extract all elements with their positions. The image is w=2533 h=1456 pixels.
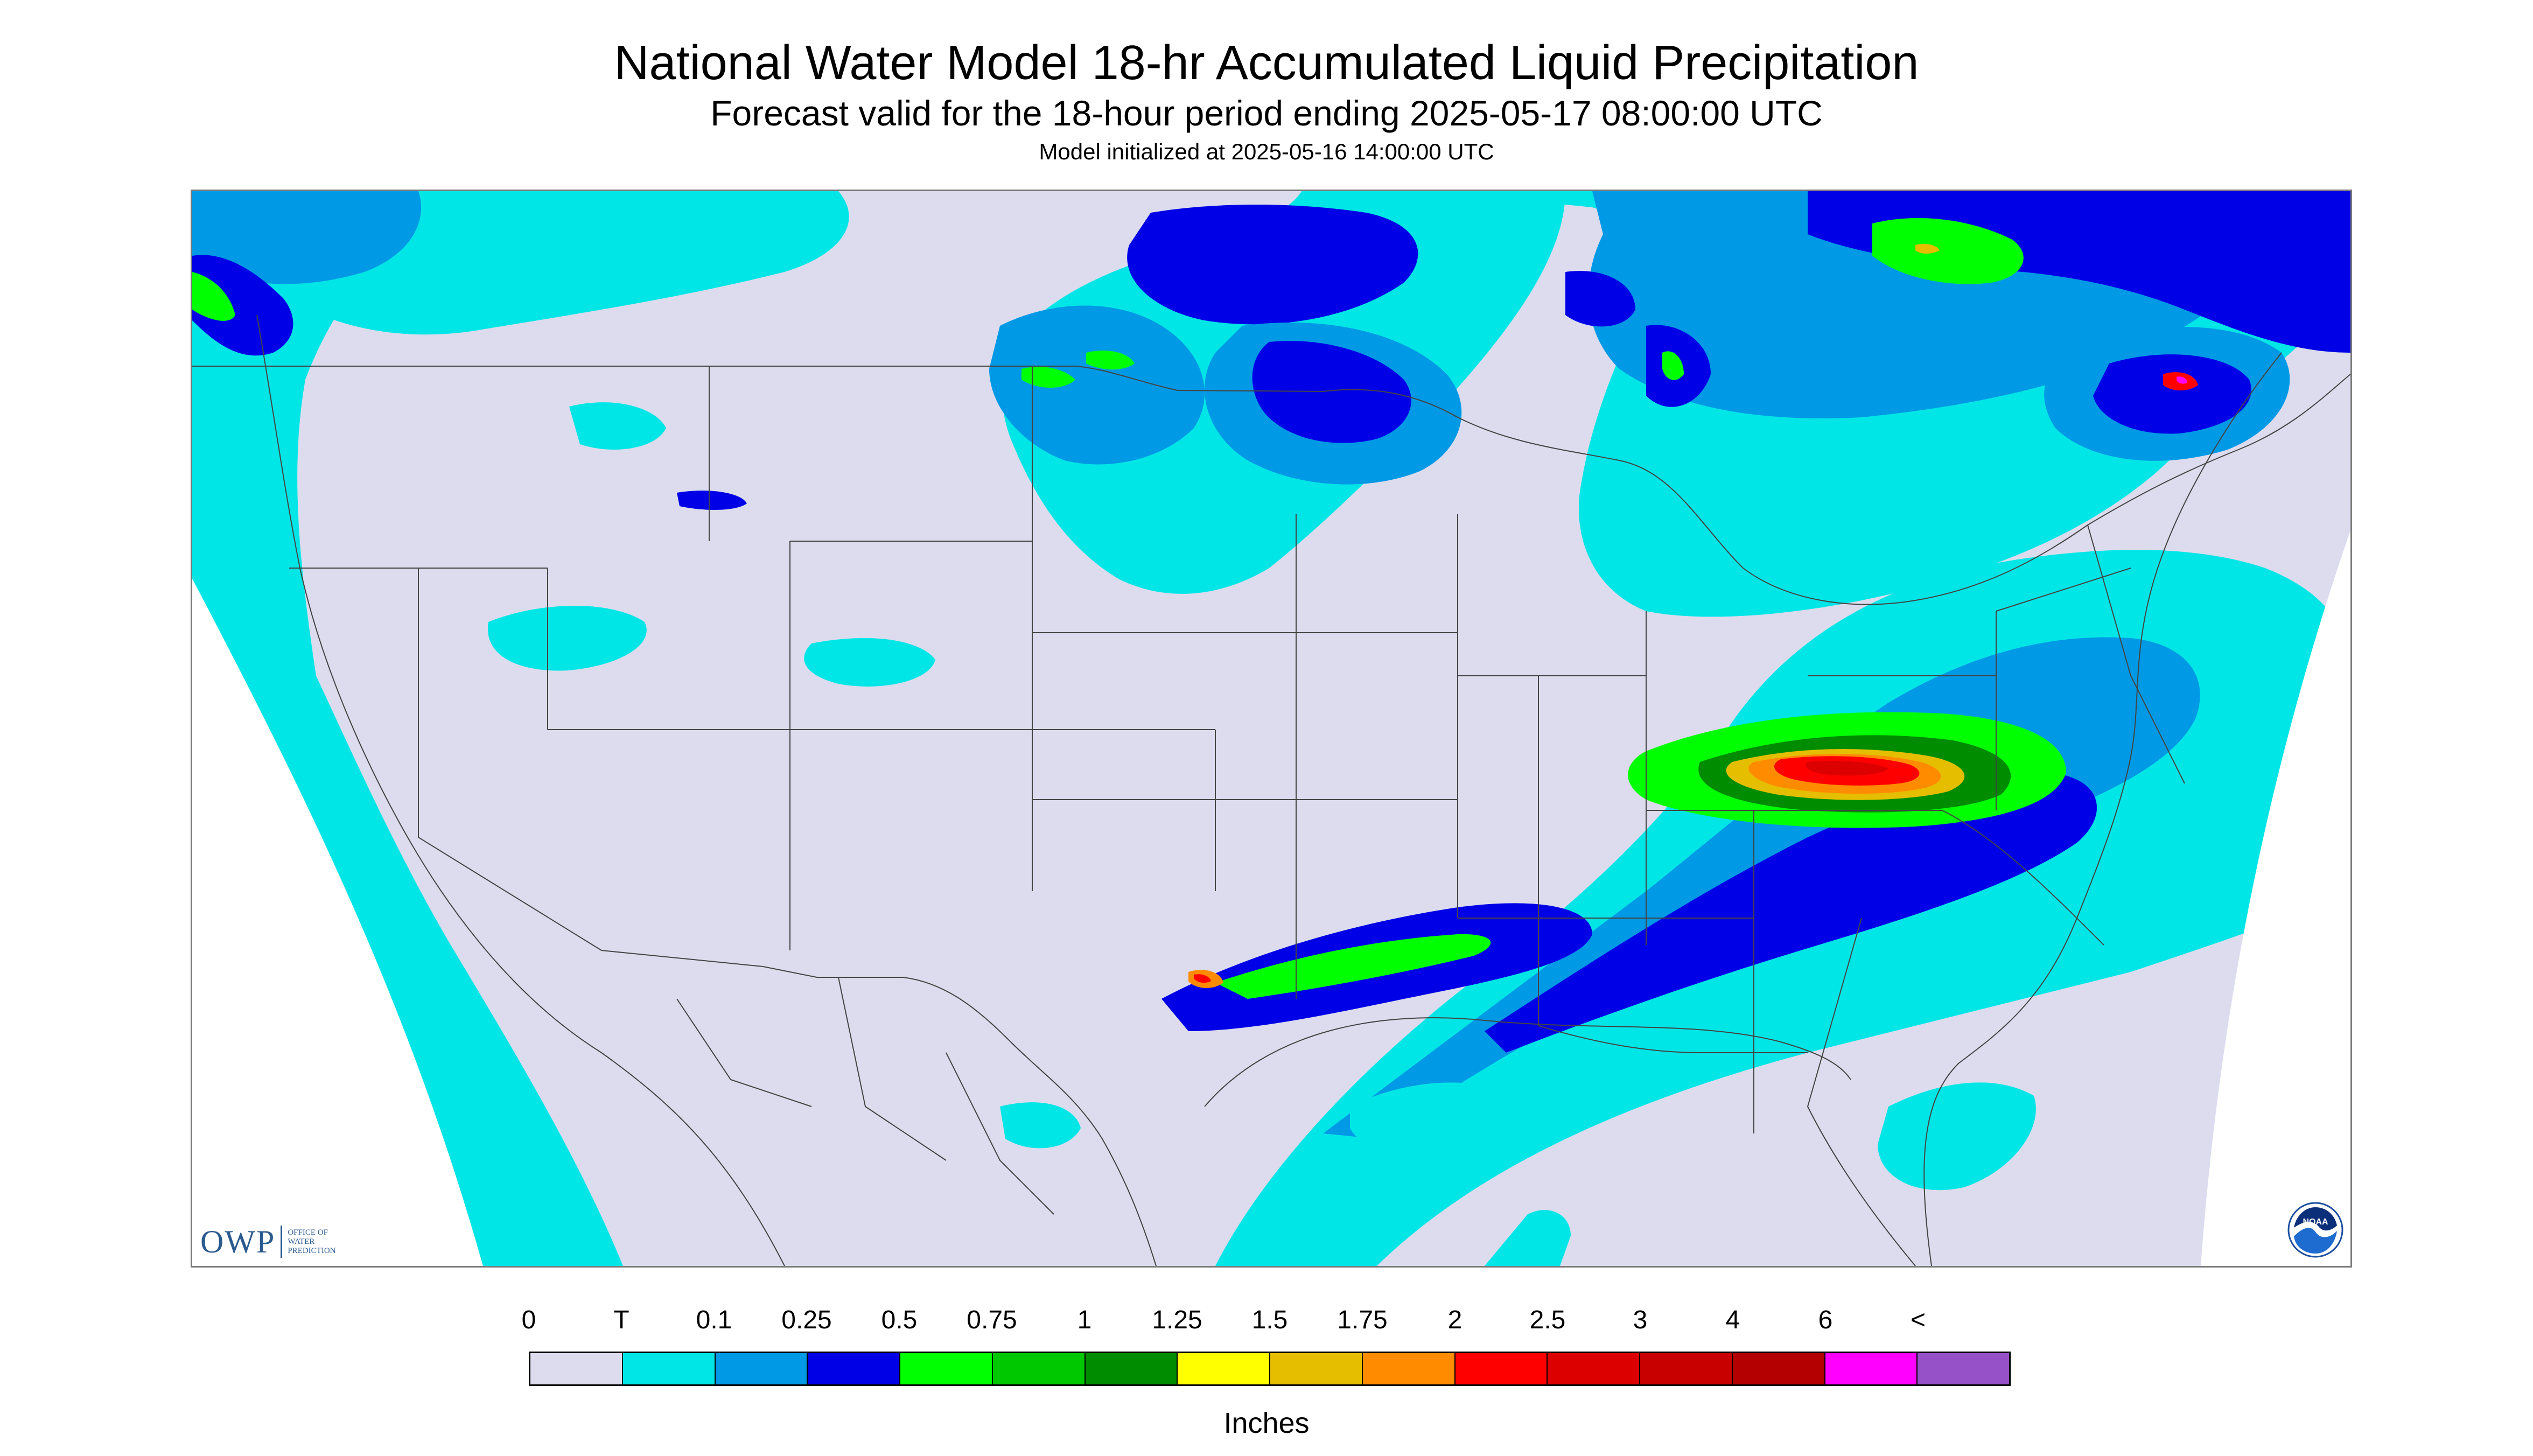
legend-label: 6 [1818, 1306, 1833, 1334]
coastline-east [1923, 352, 2282, 1266]
precip-region-gulf-coast [1350, 1082, 1517, 1159]
precip-region-pacific-northwest [192, 191, 422, 284]
precip-region-caribbean [1485, 1210, 1571, 1266]
precip-region-maine-magenta [2177, 376, 2187, 384]
map-boundaries [192, 314, 2350, 1266]
precip-region-north-dakota [1127, 205, 1418, 325]
noaa-logo-icon: NOAA [2287, 1202, 2343, 1258]
legend-label: 2.5 [1529, 1306, 1566, 1334]
precip-region-nevada [487, 606, 647, 671]
precip-region-colorado [804, 638, 935, 687]
precip-region-atlantic-offshore [1878, 1082, 2036, 1191]
legend-swatch [1548, 1353, 1640, 1384]
precip-region-virginia-dark-red [1806, 761, 1888, 776]
legend-label: 1.25 [1152, 1306, 1202, 1334]
state-lines-east [1538, 524, 2185, 1266]
state-lines-west [289, 366, 1296, 951]
legend-swatch [622, 1353, 716, 1384]
legend-swatch [715, 1353, 808, 1384]
legend-swatch [900, 1353, 993, 1384]
precip-region-green-2 [1086, 351, 1135, 370]
map-title: National Water Model 18-hr Accumulated L… [614, 36, 1919, 90]
model-init-time: Model initialized at 2025-05-16 14:00:00… [1039, 139, 1494, 164]
legend-swatch [1085, 1353, 1178, 1384]
precip-region-arkansas-green [1215, 934, 1491, 999]
precip-region-minnesota-core [1252, 341, 1411, 443]
legend-swatch [530, 1353, 623, 1384]
legend-label: 1.75 [1337, 1306, 1388, 1334]
noaa-logo-text: NOAA [2303, 1217, 2328, 1227]
precipitation-map-canvas [192, 191, 2350, 1266]
precip-region-quebec-green [1872, 218, 2024, 284]
legend-label: T [613, 1306, 629, 1334]
legend-label: 0.5 [881, 1306, 918, 1334]
legend-swatch [1640, 1353, 1733, 1384]
precip-region-wyoming [677, 491, 747, 510]
precip-region-green-1 [1021, 367, 1075, 388]
legend-swatch [1455, 1353, 1548, 1384]
legend-label: < [1910, 1306, 1926, 1334]
coastline-west [256, 314, 785, 1266]
precip-region-kentucky [1485, 773, 2097, 1053]
legend-label: 2 [1447, 1306, 1463, 1334]
state-lines-central [1296, 514, 1997, 1133]
precip-region-mexico [1000, 1102, 1081, 1149]
precipitation-map [191, 190, 2352, 1268]
us-canada-border [192, 366, 2350, 605]
owp-logo-office: OFFICE OF WATER PREDICTION [288, 1228, 336, 1255]
legend-label: 4 [1725, 1306, 1740, 1334]
legend-swatch [1362, 1353, 1456, 1384]
legend-label: 0.25 [781, 1306, 832, 1334]
legend-swatch [1732, 1353, 1825, 1384]
precip-region-texas-red [1194, 974, 1211, 983]
precip-region-quebec-yellow [1915, 244, 1940, 254]
legend-swatch [1918, 1353, 2009, 1384]
precip-region-washington [192, 255, 293, 356]
legend-swatch [992, 1353, 1086, 1384]
precip-region-idaho [569, 402, 666, 450]
precip-region-olympic [192, 272, 235, 321]
legend-swatch [808, 1353, 900, 1384]
owp-logo-divider [281, 1226, 283, 1258]
map-subtitle: Forecast valid for the 18-hour period en… [710, 93, 1823, 133]
legend-label: 1 [1077, 1306, 1092, 1334]
precipitation-field [192, 191, 2350, 1266]
legend-label: 0.75 [967, 1306, 1017, 1334]
legend-swatch [1270, 1353, 1363, 1384]
legend-label: 3 [1633, 1306, 1648, 1334]
legend-swatch [1825, 1353, 1918, 1384]
legend-label: 1.5 [1251, 1306, 1288, 1334]
legend-label: 0.1 [696, 1306, 732, 1334]
legend-swatch [1178, 1353, 1270, 1384]
precip-region-michigan-green [1662, 351, 1684, 380]
legend-labels: 0 T 0.1 0.25 0.5 0.75 1 1.25 1.5 1.75 2 2.5 3 4 6 < [0, 1305, 2533, 1338]
precip-region-dakotas [989, 305, 1205, 465]
mexico-states [676, 977, 1054, 1215]
legend-color-bar [529, 1352, 2011, 1386]
legend-label: 0 [521, 1306, 536, 1334]
coastline-gulf [1204, 1017, 1851, 1107]
us-mexico-border [601, 950, 1157, 1266]
precip-region-maine [2093, 354, 2251, 434]
precip-region-lake-superior [1565, 271, 1635, 327]
owp-logo: OWP OFFICE OF WATER PREDICTION [200, 1222, 336, 1261]
owp-logo-text: OWP [200, 1223, 276, 1259]
legend-units-label: Inches [1223, 1407, 1310, 1439]
